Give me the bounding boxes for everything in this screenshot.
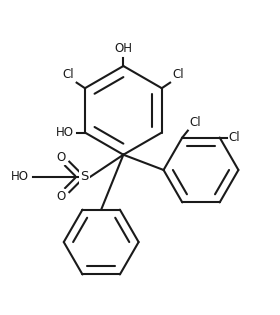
Text: Cl: Cl [62, 68, 74, 81]
Text: Cl: Cl [228, 131, 240, 144]
Text: HO: HO [56, 126, 74, 139]
Text: O: O [56, 151, 65, 164]
Text: O: O [56, 190, 65, 203]
Text: HO: HO [11, 170, 29, 183]
Text: Cl: Cl [189, 116, 201, 129]
Text: S: S [80, 170, 89, 183]
Text: OH: OH [114, 43, 132, 55]
Text: Cl: Cl [173, 68, 185, 81]
